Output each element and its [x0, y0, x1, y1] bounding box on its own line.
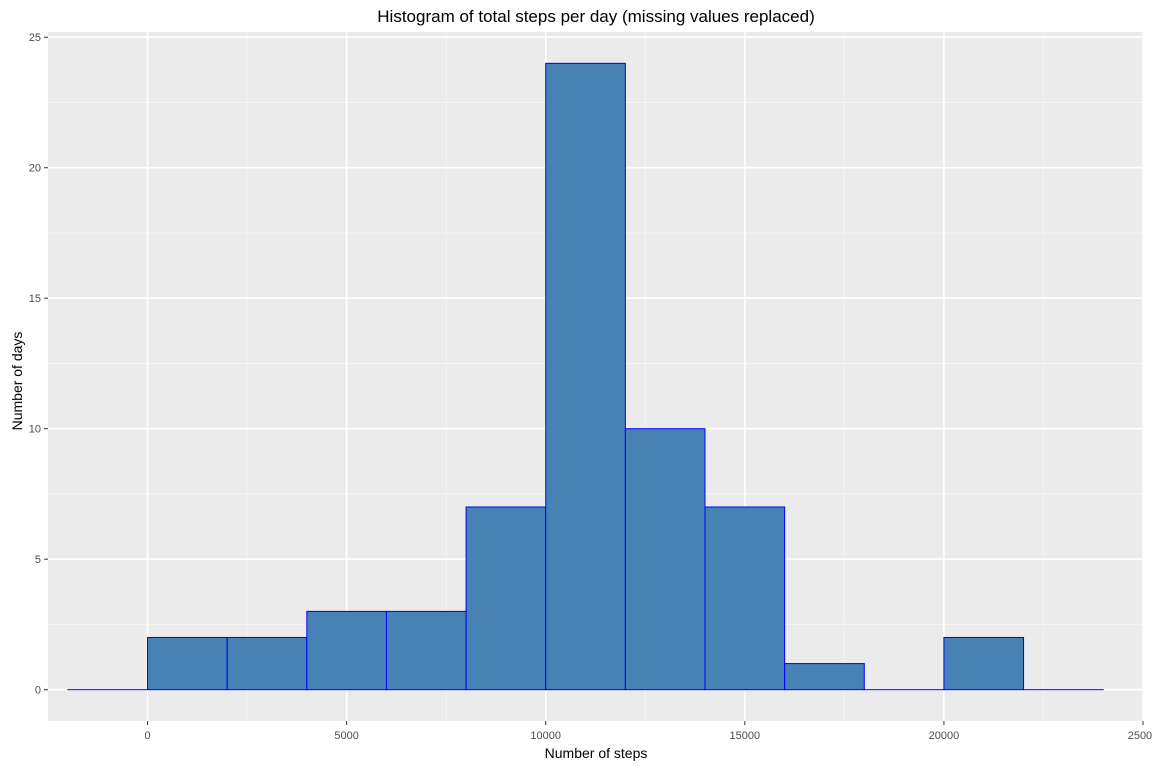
y-tick-label: 25 — [29, 32, 41, 44]
x-axis-title: Number of steps — [545, 745, 648, 761]
histogram-bar — [784, 663, 865, 691]
y-tick-label: 5 — [35, 554, 41, 566]
histogram-bar — [385, 610, 467, 691]
x-tick-label: 5000 — [334, 730, 358, 742]
histogram-bar — [545, 62, 626, 691]
y-tick-label: 0 — [35, 685, 41, 697]
histogram-bars — [67, 62, 1104, 691]
y-tick-label: 10 — [29, 424, 41, 436]
histogram-bar — [704, 506, 786, 691]
histogram-bar — [306, 610, 387, 691]
x-tick-label: 0 — [144, 730, 150, 742]
y-axis-title: Number of days — [9, 332, 25, 431]
y-tick-label: 15 — [29, 293, 41, 305]
histogram-bar — [943, 636, 1025, 691]
x-tick-label: 10000 — [530, 730, 561, 742]
x-tick-label: 15000 — [730, 730, 761, 742]
x-tick-label: 20000 — [929, 730, 960, 742]
histogram-bar — [624, 428, 706, 691]
histogram-bar — [465, 506, 547, 691]
y-tick-label: 20 — [29, 163, 41, 175]
histogram-bar — [226, 636, 308, 691]
histogram-bar — [147, 636, 228, 691]
y-axis: 0 5 10 15 20 25 — [29, 32, 48, 697]
major-gridlines — [48, 32, 1144, 721]
chart-title: Histogram of total steps per day (missin… — [377, 7, 814, 26]
